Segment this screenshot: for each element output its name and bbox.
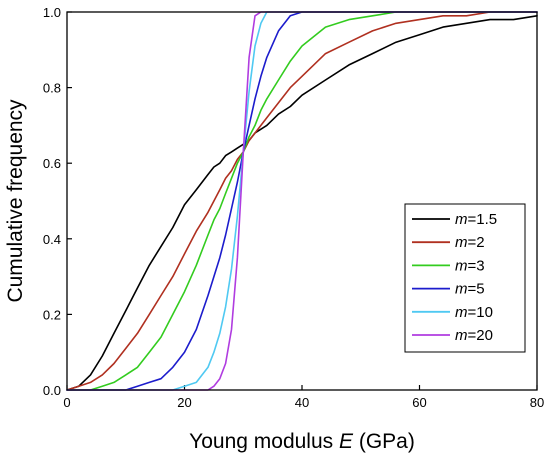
x-tick-label: 40 xyxy=(295,395,309,410)
x-tick-label: 0 xyxy=(63,395,70,410)
series-line-m=1.5 xyxy=(66,15,538,391)
y-axis-title: Cumulative frequency xyxy=(4,99,27,303)
x-axis-title-unit: (GPa) xyxy=(353,430,415,453)
plot-frame xyxy=(66,11,538,391)
legend-label-m=20: m=20 xyxy=(455,327,493,344)
y-tick-label: 1.0 xyxy=(43,5,61,20)
x-tick-label: 80 xyxy=(530,395,544,410)
y-tick-label: 0.2 xyxy=(43,307,61,322)
legend-label-m=5: m=5 xyxy=(455,281,485,298)
x-tick-label: 60 xyxy=(412,395,426,410)
x-axis-title: Young modulus E (GPa) xyxy=(189,430,415,453)
y-tick-label: 0.4 xyxy=(43,232,61,247)
y-tick-label: 0.6 xyxy=(43,156,61,171)
legend-items: m=1.5 m=2 m=3 m=5 m=10 m=20 xyxy=(412,211,497,344)
x-tick-label: 20 xyxy=(177,395,191,410)
y-tick-label: 0.8 xyxy=(43,81,61,96)
legend: m=1.5 m=2 m=3 m=5 m=10 m=20 xyxy=(404,203,526,353)
x-axis-title-variable: E xyxy=(339,430,354,453)
x-axis-title-prefix: Young modulus xyxy=(189,430,339,453)
legend-box xyxy=(404,203,526,353)
legend-label-m=1.5: m=1.5 xyxy=(455,211,497,228)
y-tick-label: 0.0 xyxy=(43,383,61,398)
legend-label-m=3: m=3 xyxy=(455,257,485,274)
series-line-m=2 xyxy=(66,11,538,391)
legend-label-m=2: m=2 xyxy=(455,234,485,251)
legend-label-m=10: m=10 xyxy=(455,304,493,321)
